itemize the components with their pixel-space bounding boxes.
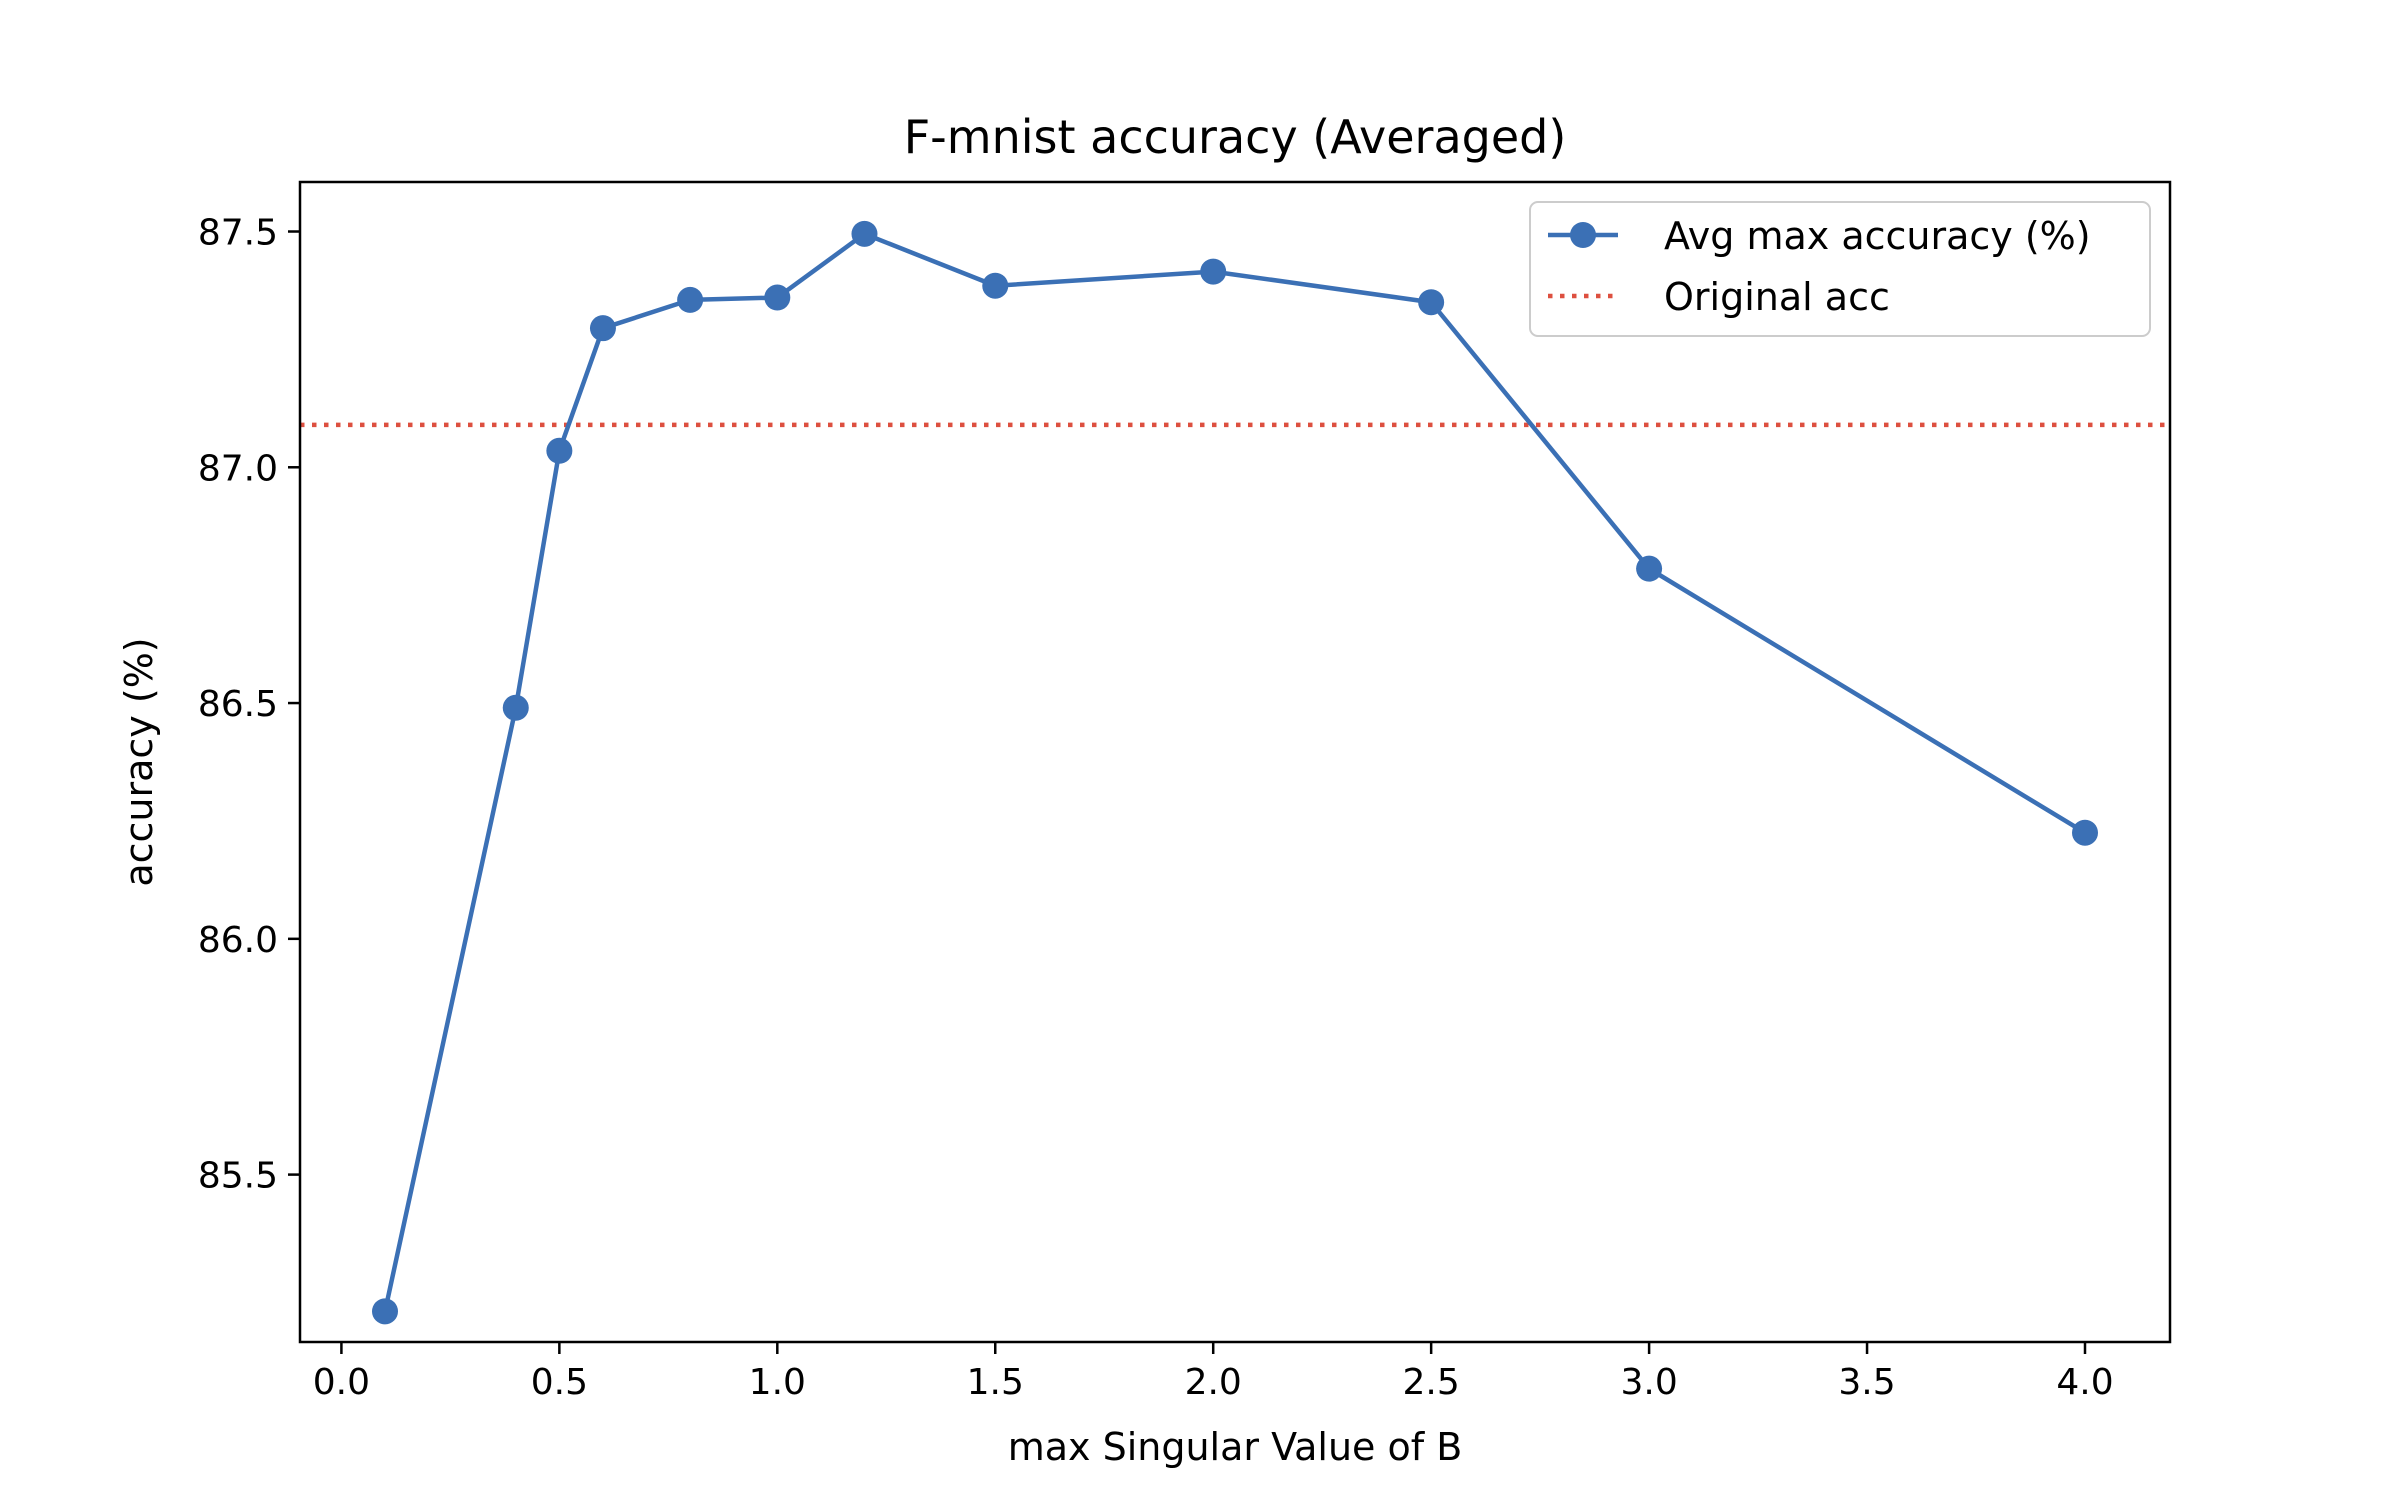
- data-point: [851, 220, 878, 247]
- data-point: [1200, 258, 1227, 285]
- x-tick-label: 3.0: [1620, 1362, 1677, 1403]
- data-point: [502, 694, 529, 721]
- data-point: [372, 1298, 398, 1325]
- data-point: [1636, 555, 1663, 582]
- x-tick-label: 1.0: [749, 1362, 806, 1403]
- series-line: [382, 231, 2087, 1312]
- plot-area: [300, 220, 2170, 1325]
- y-tick-label: 87.5: [198, 213, 278, 254]
- x-tick-label: 3.5: [1838, 1362, 1895, 1403]
- legend-series-marker: [1570, 222, 1596, 248]
- data-point: [589, 315, 616, 342]
- data-point: [982, 272, 1009, 299]
- x-tick-label: 1.5: [967, 1362, 1024, 1403]
- data-point: [677, 286, 704, 313]
- data-point: [546, 437, 573, 464]
- y-tick-label: 85.5: [198, 1156, 278, 1197]
- y-tick-label: 87.0: [198, 448, 278, 489]
- y-tick-label: 86.0: [198, 920, 278, 961]
- data-point: [2072, 819, 2098, 846]
- y-axis-label: accuracy (%): [117, 637, 161, 886]
- legend-reference-label: Original acc: [1664, 275, 1890, 319]
- data-point: [1418, 289, 1445, 316]
- chart-title: F-mnist accuracy (Averaged): [904, 110, 1567, 164]
- axes-frame: [298, 180, 2172, 1344]
- legend-series-label: Avg max accuracy (%): [1664, 214, 2091, 258]
- x-tick-label: 4.0: [2056, 1362, 2113, 1403]
- legend: Avg max accuracy (%) Original acc: [1529, 201, 2151, 337]
- x-axis: 0.0 0.5 1.0 1.5 2.0 2.5 3.0 3.5 4.0: [313, 1342, 2114, 1403]
- x-axis-label: max Singular Value of B: [1008, 1425, 1463, 1469]
- x-tick-label: 2.5: [1403, 1362, 1460, 1403]
- y-tick-label: 86.5: [198, 684, 278, 725]
- data-point: [764, 284, 791, 311]
- y-axis: 85.5 86.0 86.5 87.0 87.5: [198, 213, 300, 1197]
- x-tick-label: 0.0: [313, 1362, 370, 1403]
- x-tick-label: 0.5: [531, 1362, 588, 1403]
- legend-box: [1529, 201, 2151, 337]
- x-tick-label: 2.0: [1185, 1362, 1242, 1403]
